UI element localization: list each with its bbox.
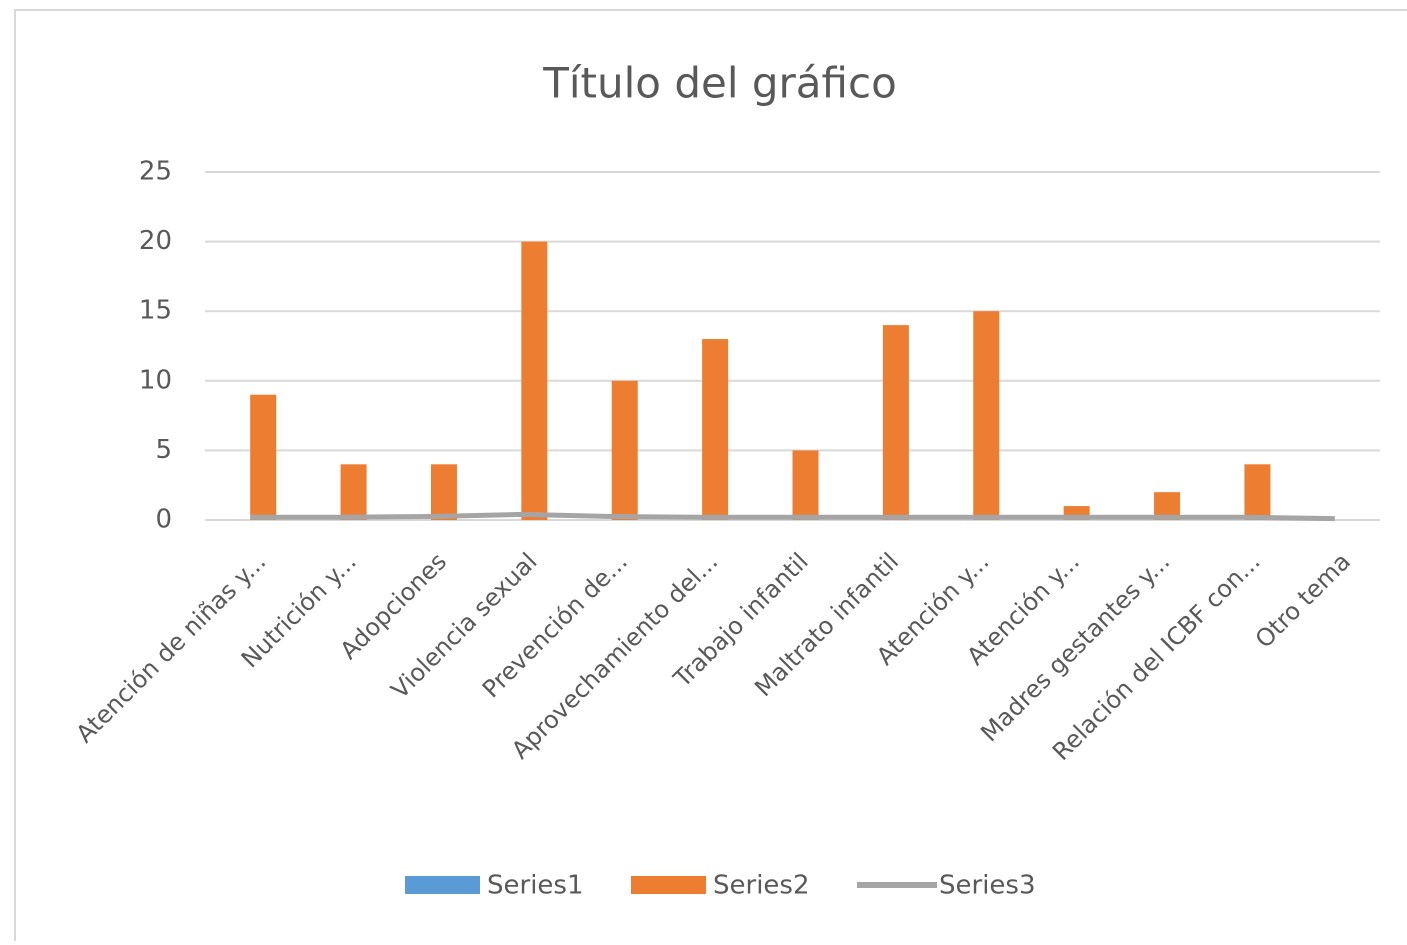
- legend-label: Series1: [487, 871, 584, 901]
- legend-label: Series2: [713, 871, 810, 901]
- bar: [973, 311, 1000, 520]
- bar: [340, 464, 367, 520]
- bar: [792, 450, 819, 520]
- legend-label: Series3: [939, 871, 1036, 901]
- bar: [882, 325, 909, 520]
- legend-swatch: [405, 876, 480, 894]
- y-tick-label: 0: [155, 505, 172, 535]
- y-tick-label: 10: [139, 365, 172, 395]
- chart-title: Título del gráfico: [542, 59, 897, 108]
- legend-swatch: [631, 876, 706, 894]
- y-tick-label: 5: [155, 435, 172, 465]
- y-tick-label: 25: [139, 157, 172, 187]
- bar: [430, 464, 457, 520]
- bar: [250, 394, 277, 520]
- bar: [1244, 464, 1271, 520]
- y-tick-label: 15: [139, 296, 172, 326]
- line-series: [250, 511, 1335, 522]
- y-tick-label: 20: [139, 226, 172, 256]
- bar: [611, 380, 638, 520]
- bar: [521, 241, 548, 520]
- bar: [702, 339, 729, 520]
